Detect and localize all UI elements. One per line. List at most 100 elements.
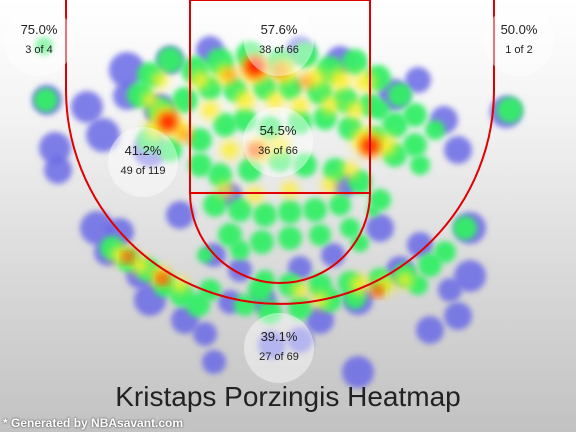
heat-blob	[35, 37, 53, 55]
heat-blob	[142, 92, 158, 108]
heat-blob	[159, 275, 167, 283]
heat-blob	[266, 91, 284, 109]
zone-percentage: 75.0%	[20, 22, 58, 37]
heat-blob	[405, 67, 431, 93]
credit-text: * Generated by NBAsavant.com	[3, 416, 184, 430]
heat-blob	[188, 153, 212, 177]
heat-blob	[292, 42, 318, 68]
heat-blob	[323, 158, 347, 182]
heat-blob	[321, 243, 345, 267]
heat-blob	[80, 211, 114, 245]
heat-blob	[438, 278, 462, 302]
heat-blob	[416, 316, 444, 344]
three-point-line	[65, 0, 495, 305]
heat-blob	[158, 138, 182, 162]
heat-blob	[366, 214, 394, 242]
heat-blob	[322, 177, 338, 193]
zone-left-mid-range: 41.2% 49 of 119	[108, 127, 178, 197]
heat-blob	[425, 120, 445, 140]
heat-blob	[321, 96, 339, 114]
heat-blob	[258, 331, 286, 359]
heat-blob	[39, 132, 71, 164]
heat-blob	[299, 76, 311, 88]
free-throw-arc	[189, 192, 371, 284]
heat-blob	[247, 187, 263, 203]
zone-percentage: 57.6%	[260, 22, 298, 37]
heat-blob	[188, 128, 212, 152]
heat-blob	[224, 69, 236, 81]
heat-blob	[403, 103, 427, 127]
heat-blob	[370, 100, 390, 120]
heat-blob	[407, 232, 433, 258]
zone-top-three: 39.1% 27 of 69	[244, 313, 314, 383]
heat-blob	[329, 194, 351, 216]
paint-box	[189, 0, 371, 194]
zone-attempts: 36 of 66	[258, 145, 298, 157]
heat-blob	[217, 182, 233, 198]
zone-attempts: 27 of 69	[259, 351, 299, 363]
heat-blob	[166, 201, 194, 229]
heat-blob	[161, 115, 175, 129]
heat-blob	[191, 71, 209, 89]
heat-blob	[340, 218, 360, 238]
heat-blob	[444, 302, 472, 330]
heat-blob	[292, 282, 308, 298]
heat-blob	[201, 101, 219, 119]
heat-blob	[282, 182, 298, 198]
heat-blob	[397, 272, 413, 288]
heat-blob	[410, 155, 430, 175]
heat-blob	[250, 230, 274, 254]
heat-blob	[346, 101, 364, 119]
zone-left-corner-three: 75.0% 3 of 4	[4, 6, 74, 76]
heat-blob	[172, 87, 198, 113]
heat-blob	[329, 69, 351, 91]
heat-blob	[71, 91, 103, 123]
heat-blob	[303, 198, 327, 222]
heat-blob	[258, 300, 282, 324]
heat-blob	[131, 256, 149, 274]
heat-blob	[199, 279, 221, 301]
heat-blob	[197, 247, 213, 263]
heat-blob	[288, 110, 312, 134]
zone-attempts: 49 of 119	[120, 165, 166, 177]
heat-blob	[270, 135, 290, 155]
chart-title: Kristaps Porzingis Heatmap	[115, 381, 461, 412]
heat-blob	[258, 116, 282, 140]
heat-blob	[123, 254, 131, 262]
heat-blob	[213, 113, 237, 137]
heat-blob	[203, 193, 227, 217]
heat-blob	[434, 241, 456, 263]
heat-blob	[221, 141, 239, 159]
heat-blob	[193, 322, 217, 346]
zone-percentage: 39.1%	[260, 329, 298, 344]
heat-blob	[342, 162, 358, 178]
heat-blob	[293, 153, 317, 177]
heat-blob	[342, 356, 374, 388]
heat-blob	[444, 136, 472, 164]
heat-blob	[238, 158, 262, 182]
court-lines	[65, 0, 495, 305]
heat-blob	[454, 260, 486, 292]
heat-blob	[228, 198, 252, 222]
heat-blob	[230, 240, 250, 260]
heat-blob	[497, 97, 523, 123]
zone-top-paint: 57.6% 38 of 66	[244, 6, 314, 76]
heat-layer-peak	[123, 58, 381, 296]
zone-percentage: 54.5%	[259, 123, 297, 138]
heat-blob	[272, 62, 288, 78]
zone-attempts: 3 of 4	[25, 44, 53, 56]
heat-blob	[34, 88, 58, 112]
heat-blob	[355, 72, 375, 92]
heat-blob	[351, 234, 369, 252]
heat-blob	[278, 200, 302, 224]
heat-blob	[403, 133, 427, 157]
heat-blob	[152, 72, 168, 88]
heat-blob	[291, 96, 309, 114]
heat-blob	[202, 350, 226, 374]
zone-attempts: 38 of 66	[259, 44, 299, 56]
heat-blob	[367, 205, 379, 217]
heat-blob	[235, 90, 255, 110]
zone-percentage: 50.0%	[500, 22, 538, 37]
